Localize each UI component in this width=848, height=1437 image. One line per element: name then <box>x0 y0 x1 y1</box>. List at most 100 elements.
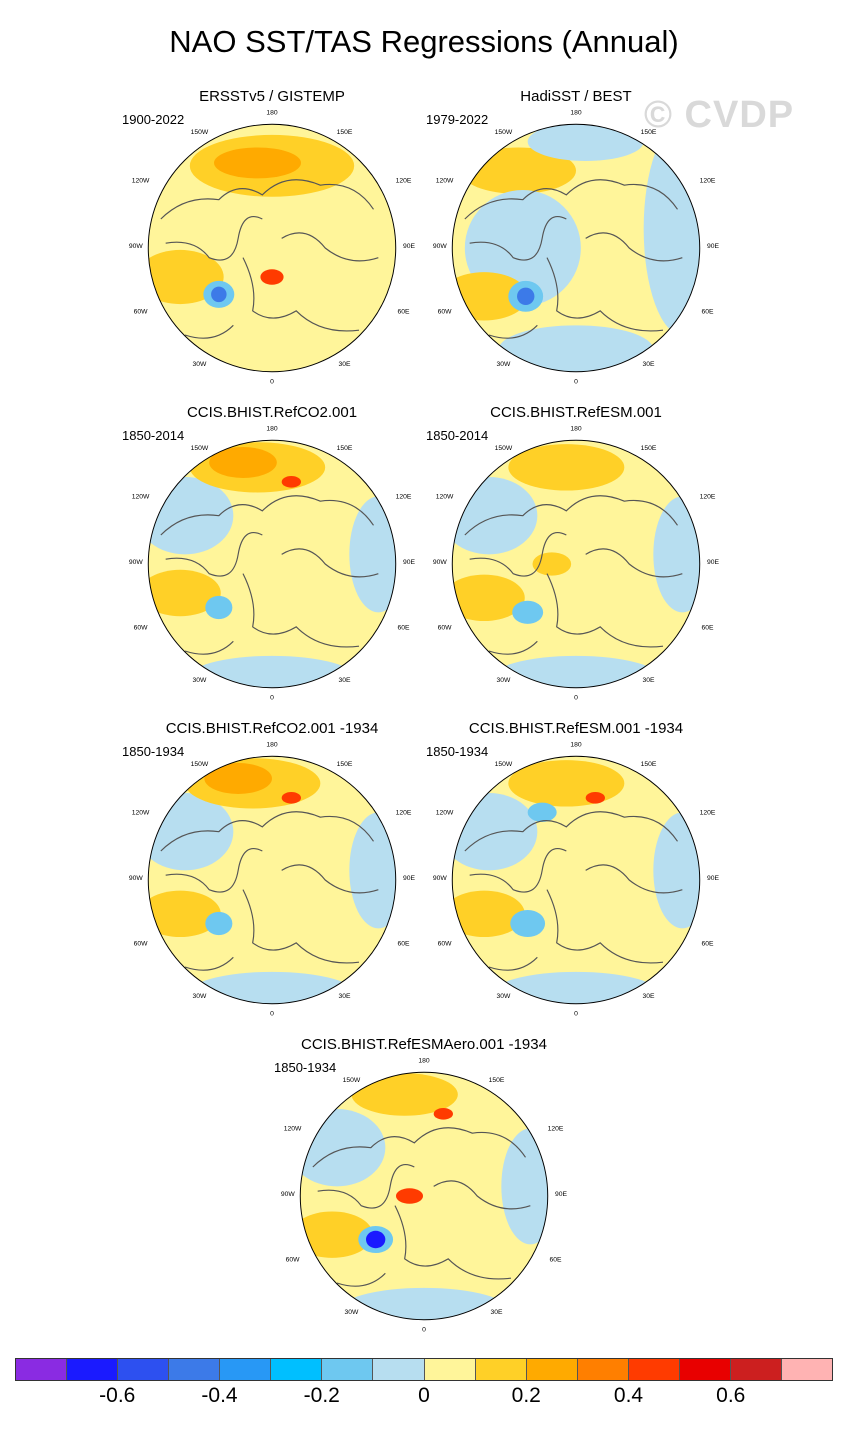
coastline <box>464 811 683 971</box>
longitude-label: 150W <box>495 445 513 452</box>
longitude-label: 150E <box>337 761 353 768</box>
colorbar-tick-label: 0.2 <box>511 1384 541 1407</box>
coastline <box>464 179 683 339</box>
map-border <box>147 123 397 373</box>
longitude-label: 0 <box>270 1010 274 1017</box>
polar-map: 180 150W 150E 120W 120E 90W 90E 60W 60E 30W 30E 0 <box>281 1058 568 1334</box>
anomaly-patch <box>527 124 644 161</box>
longitude-label: 120W <box>436 177 454 184</box>
colorbar-tick-label: 0 <box>418 1384 430 1407</box>
longitude-label: 120E <box>548 1125 564 1132</box>
longitude-label: 60W <box>134 625 149 632</box>
colorbar-swatch <box>424 1359 476 1380</box>
longitude-label: 60W <box>438 625 453 632</box>
anomaly-patch <box>653 812 700 929</box>
period-label: 1850-2014 <box>426 428 489 443</box>
period-label: 1850-1934 <box>122 744 185 759</box>
longitude-label: 180 <box>570 742 582 749</box>
longitude-label: 180 <box>266 426 278 433</box>
colorbar-tick-label: 0.4 <box>613 1384 644 1407</box>
longitude-label: 120E <box>396 493 412 500</box>
longitude-label: 180 <box>570 426 582 433</box>
longitude-label: 30W <box>193 677 208 684</box>
longitude-label: 60E <box>701 941 714 948</box>
polar-map: 180 150W 150E 120W 120E 90W 90E 60W 60E 30W 30E 0 <box>433 742 720 1018</box>
longitude-label: 0 <box>270 378 274 385</box>
colorbar-swatch <box>67 1359 119 1380</box>
longitude-label: 180 <box>570 110 582 117</box>
anomaly-patch <box>351 1073 458 1116</box>
anomaly-patch <box>653 496 700 613</box>
map-border <box>451 755 701 1005</box>
map-panel: CCIS.BHIST.RefESMAero.001 -1934 180 150W 15… <box>274 1036 574 1341</box>
map-panel: ERSSTv5 / GISTEMP 180 150W 150E 120W 120E 90W 9… <box>122 88 422 393</box>
longitude-label: 90W <box>433 243 448 250</box>
longitude-label: 30E <box>338 993 351 1000</box>
longitude-label: 30E <box>338 361 351 368</box>
longitude-label: 0 <box>574 378 578 385</box>
longitude-label: 90W <box>433 559 448 566</box>
longitude-label: 150E <box>337 445 353 452</box>
longitude-label: 30E <box>338 677 351 684</box>
longitude-label: 0 <box>270 694 274 701</box>
anomaly-patch <box>185 655 359 688</box>
anomaly-patch <box>585 792 605 804</box>
anomaly-patch <box>489 971 663 1004</box>
anomaly-patch <box>349 812 396 929</box>
colorbar-tick-label: -0.2 <box>303 1384 340 1407</box>
period-label: 1979-2022 <box>426 112 489 127</box>
map-border <box>147 755 397 1005</box>
anomaly-patch <box>532 552 572 576</box>
anomaly-patch <box>517 287 535 306</box>
longitude-label: 90W <box>281 1191 296 1198</box>
map-panel: CCIS.BHIST.RefCO2.001 -1934 180 150W 150E 12… <box>122 720 422 1025</box>
panel-title: CCIS.BHIST.RefCO2.001 -1934 <box>165 720 379 737</box>
longitude-label: 120E <box>396 177 412 184</box>
anomaly-patch <box>452 890 525 938</box>
longitude-label: 120W <box>284 1125 302 1132</box>
longitude-label: 150W <box>191 445 209 452</box>
anomaly-patch <box>501 1128 548 1245</box>
period-label: 1900-2022 <box>122 112 185 127</box>
anomaly-patch <box>349 496 396 613</box>
anomaly-patch <box>214 147 301 179</box>
polar-map: 180 150W 150E 120W 120E 90W 90E 60W 60E 30W 30E 0 <box>433 110 720 386</box>
coastline <box>160 811 379 971</box>
longitude-label: 150W <box>495 129 513 136</box>
colorbar-swatch <box>169 1359 221 1380</box>
longitude-label: 150E <box>641 129 657 136</box>
longitude-label: 60E <box>701 309 714 316</box>
longitude-label: 120E <box>700 809 716 816</box>
longitude-label: 30W <box>345 1309 360 1316</box>
longitude-label: 30E <box>490 1309 503 1316</box>
anomaly-patch <box>433 1108 453 1120</box>
longitude-label: 150W <box>343 1077 361 1084</box>
longitude-label: 90E <box>707 559 720 566</box>
longitude-label: 60E <box>549 1257 562 1264</box>
colorbar-swatch <box>322 1359 374 1380</box>
anomaly-patch <box>185 971 359 1004</box>
longitude-label: 60W <box>286 1257 301 1264</box>
longitude-label: 150E <box>641 445 657 452</box>
anomaly-patch <box>395 1188 424 1204</box>
polar-map: 180 150W 150E 120W 120E 90W 90E 60W 60E 30W 30E 0 <box>129 742 416 1018</box>
longitude-label: 0 <box>574 694 578 701</box>
longitude-label: 120W <box>436 493 454 500</box>
colorbar-swatch <box>628 1359 680 1380</box>
longitude-label: 0 <box>574 1010 578 1017</box>
colorbar-ticks: -0.6 -0.4 -0.2 0 0.2 0.4 0.6 <box>0 1384 848 1414</box>
longitude-label: 60W <box>134 309 149 316</box>
longitude-label: 90W <box>129 243 144 250</box>
longitude-label: 150E <box>641 761 657 768</box>
period-label: 1850-1934 <box>426 744 489 759</box>
longitude-label: 120W <box>132 493 150 500</box>
anomaly-patch <box>643 124 700 335</box>
panel-title: ERSSTv5 / GISTEMP <box>199 88 345 105</box>
anomaly-patch <box>209 447 277 478</box>
colorbar-swatch <box>271 1359 323 1380</box>
polar-map: 180 150W 150E 120W 120E 90W 90E 60W 60E 30W 30E 0 <box>129 110 416 386</box>
longitude-label: 120E <box>700 493 716 500</box>
period-label: 1850-2014 <box>122 428 185 443</box>
map-border <box>451 123 701 373</box>
anomaly-patch <box>205 911 233 936</box>
